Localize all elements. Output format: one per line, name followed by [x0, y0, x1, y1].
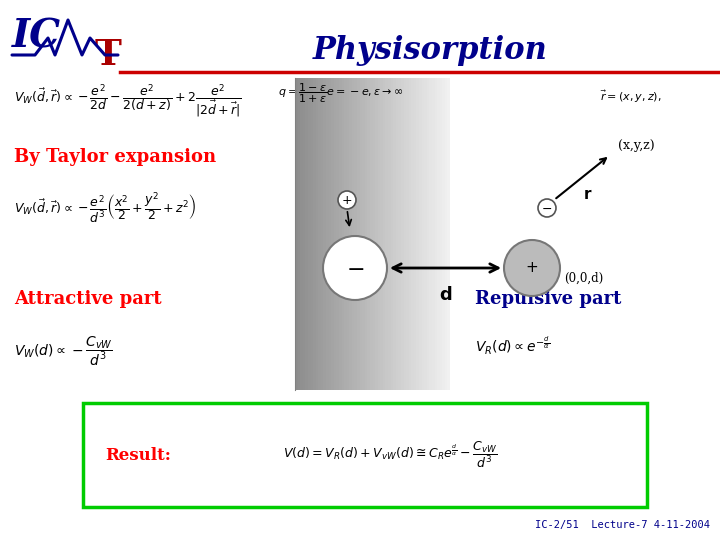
- Bar: [357, 78, 360, 390]
- Bar: [398, 78, 402, 390]
- Bar: [432, 78, 435, 390]
- Bar: [334, 78, 337, 390]
- Bar: [424, 78, 427, 390]
- Text: $-$: $-$: [541, 201, 552, 214]
- Bar: [403, 78, 407, 390]
- Bar: [434, 78, 438, 390]
- Bar: [378, 78, 381, 390]
- Bar: [401, 78, 404, 390]
- Bar: [406, 78, 409, 390]
- Text: $\mathbf{r}$: $\mathbf{r}$: [583, 188, 593, 202]
- Text: $\vec{r} = (x,y,z),$: $\vec{r} = (x,y,z),$: [600, 88, 662, 105]
- Bar: [331, 78, 334, 390]
- Text: Repulsive part: Repulsive part: [475, 290, 621, 308]
- Text: $V_W(d) \propto -\dfrac{C_{vW}}{d^3}$: $V_W(d) \propto -\dfrac{C_{vW}}{d^3}$: [14, 335, 113, 368]
- Bar: [323, 78, 326, 390]
- Bar: [372, 78, 376, 390]
- Bar: [295, 78, 298, 390]
- Bar: [370, 78, 373, 390]
- Bar: [388, 78, 391, 390]
- Bar: [344, 78, 347, 390]
- Text: Attractive part: Attractive part: [14, 290, 161, 308]
- FancyBboxPatch shape: [83, 403, 647, 507]
- Bar: [375, 78, 378, 390]
- Bar: [302, 78, 306, 390]
- Text: IC: IC: [12, 18, 61, 56]
- Circle shape: [323, 236, 387, 300]
- Bar: [349, 78, 352, 390]
- Text: $V_W(\vec{d},\vec{r}) \propto -\dfrac{e^2}{2d} - \dfrac{e^2}{2(d+z)} + 2\dfrac{e: $V_W(\vec{d},\vec{r}) \propto -\dfrac{e^…: [14, 82, 242, 119]
- Bar: [352, 78, 355, 390]
- Bar: [390, 78, 394, 390]
- Bar: [315, 78, 319, 390]
- Text: By Taylor expansion: By Taylor expansion: [14, 148, 216, 166]
- Text: $V_R(d) \propto e^{-\frac{d}{\alpha}}$: $V_R(d) \propto e^{-\frac{d}{\alpha}}$: [475, 335, 550, 357]
- Bar: [341, 78, 345, 390]
- Circle shape: [538, 199, 556, 217]
- Text: $V_W(\vec{d},\vec{r}) \propto -\dfrac{e^2}{d^3}\left(\dfrac{x^2}{2} + \dfrac{y^2: $V_W(\vec{d},\vec{r}) \propto -\dfrac{e^…: [14, 190, 197, 225]
- Bar: [359, 78, 363, 390]
- Bar: [414, 78, 417, 390]
- Circle shape: [338, 191, 356, 209]
- Bar: [328, 78, 332, 390]
- Bar: [367, 78, 370, 390]
- Bar: [429, 78, 433, 390]
- Bar: [393, 78, 396, 390]
- Bar: [308, 78, 311, 390]
- Text: $+$: $+$: [526, 260, 539, 275]
- Bar: [440, 78, 443, 390]
- Bar: [437, 78, 440, 390]
- Bar: [419, 78, 422, 390]
- Bar: [365, 78, 368, 390]
- Text: Physisorption: Physisorption: [312, 35, 547, 66]
- Bar: [310, 78, 314, 390]
- Text: Result:: Result:: [105, 447, 171, 463]
- Bar: [300, 78, 303, 390]
- Bar: [416, 78, 420, 390]
- Text: T: T: [95, 38, 122, 72]
- Bar: [445, 78, 448, 390]
- Bar: [409, 78, 412, 390]
- Text: $-$: $-$: [346, 258, 364, 278]
- Bar: [447, 78, 451, 390]
- Text: (x,y,z): (x,y,z): [618, 138, 654, 152]
- Text: IC-2/51  Lecture-7 4-11-2004: IC-2/51 Lecture-7 4-11-2004: [535, 520, 710, 530]
- Bar: [339, 78, 342, 390]
- Bar: [321, 78, 324, 390]
- Bar: [396, 78, 399, 390]
- Text: $\mathbf{d}$: $\mathbf{d}$: [439, 286, 452, 304]
- Bar: [422, 78, 425, 390]
- Bar: [411, 78, 414, 390]
- Bar: [354, 78, 358, 390]
- Bar: [380, 78, 383, 390]
- Text: $V(d) = V_R(d) + V_{vW}(d) \cong C_R e^{\frac{d}{\alpha}} - \dfrac{C_{vW}}{d^3}$: $V(d) = V_R(d) + V_{vW}(d) \cong C_R e^{…: [283, 440, 498, 470]
- Bar: [305, 78, 308, 390]
- Bar: [383, 78, 386, 390]
- Text: $+$: $+$: [341, 193, 353, 206]
- Bar: [326, 78, 329, 390]
- Bar: [313, 78, 316, 390]
- Text: (0,0,d): (0,0,d): [564, 272, 603, 285]
- Text: $q = \dfrac{1-\varepsilon}{1+\varepsilon}e = -e, \varepsilon \to \infty$: $q = \dfrac{1-\varepsilon}{1+\varepsilon…: [278, 82, 403, 105]
- Bar: [442, 78, 446, 390]
- Bar: [297, 78, 301, 390]
- Bar: [362, 78, 365, 390]
- Bar: [318, 78, 321, 390]
- Bar: [427, 78, 430, 390]
- Bar: [336, 78, 339, 390]
- Bar: [385, 78, 389, 390]
- Bar: [346, 78, 350, 390]
- Circle shape: [504, 240, 560, 296]
